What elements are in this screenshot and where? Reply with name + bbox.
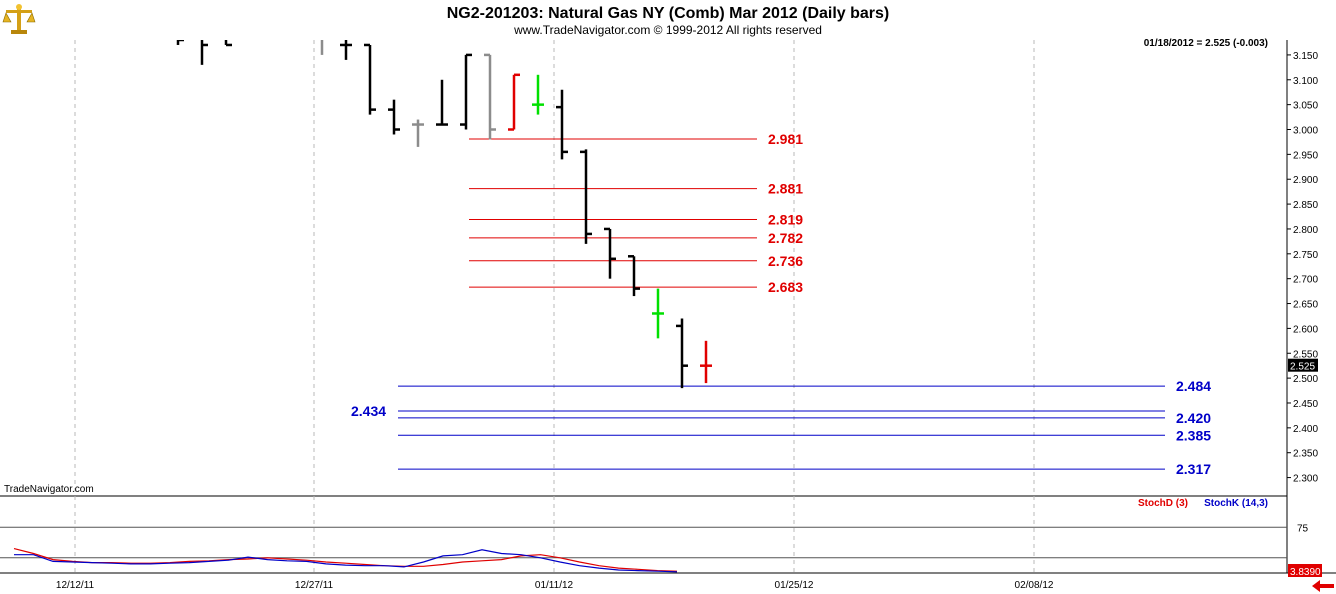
y-tick-label: 2.900 (1293, 175, 1318, 186)
copyright-text: www.TradeNavigator.com © 1999-2012 All r… (513, 23, 822, 37)
stoch-d-line (13, 548, 678, 572)
resistance-label: 2.683 (768, 279, 803, 295)
scroll-left-arrow-icon (1312, 580, 1334, 592)
y-tick-label: 3.150 (1293, 51, 1318, 62)
y-tick-label: 3.050 (1293, 101, 1318, 112)
y-tick-label: 2.700 (1293, 275, 1318, 286)
resistance-label: 2.819 (768, 212, 803, 228)
support-label: 2.385 (1176, 427, 1211, 443)
ohlc-bars (176, 40, 712, 389)
y-tick-label: 2.350 (1293, 449, 1318, 460)
stoch-level-label: 75 (1297, 523, 1309, 534)
y-tick-label: 2.600 (1293, 324, 1318, 335)
resistance-label: 2.736 (768, 253, 803, 269)
stoch-d-legend: StochD (3) (1138, 498, 1188, 509)
x-tick-label: 02/08/12 (1015, 580, 1054, 591)
stoch-k-legend: StochK (14,3) (1204, 498, 1268, 509)
y-tick-label: 3.000 (1293, 126, 1318, 137)
price-readout: 01/18/2012 = 2.525 (-0.003) (1144, 38, 1268, 49)
support-label: 2.317 (1176, 461, 1211, 477)
y-tick-label: 2.300 (1293, 474, 1318, 485)
y-tick-label: 3.100 (1293, 76, 1318, 87)
y-tick-label: 2.850 (1293, 200, 1318, 211)
stoch-readout-box (1288, 564, 1322, 577)
resistance-label: 2.881 (768, 181, 803, 197)
x-tick-label: 12/27/11 (295, 580, 334, 591)
chart-title: NG2-201203: Natural Gas NY (Comb) Mar 20… (447, 5, 890, 22)
y-tick-label: 2.950 (1293, 150, 1318, 161)
x-tick-label: 01/25/12 (775, 580, 814, 591)
x-tick-label: 01/11/12 (535, 580, 574, 591)
watermark-text: TradeNavigator.com (4, 484, 94, 495)
y-tick-label: 2.550 (1293, 349, 1318, 360)
y-tick-label: 2.800 (1293, 225, 1318, 236)
support-label: 2.434 (351, 403, 386, 419)
y-tick-label: 2.450 (1293, 399, 1318, 410)
resistance-label: 2.782 (768, 230, 803, 246)
scale-logo-icon (2, 4, 36, 34)
last-price-label: 2.525 (1290, 362, 1315, 373)
stoch-k-line (14, 549, 678, 573)
resistance-label: 2.981 (768, 131, 803, 147)
y-tick-label: 2.500 (1293, 374, 1318, 385)
support-label: 2.484 (1176, 378, 1211, 394)
stoch-readout-label: 3.8390 (1290, 567, 1321, 578)
y-tick-label: 2.750 (1293, 250, 1318, 261)
y-tick-label: 2.650 (1293, 300, 1318, 311)
support-label: 2.420 (1176, 410, 1211, 426)
y-tick-label: 2.400 (1293, 424, 1318, 435)
last-price-box (1288, 358, 1318, 372)
x-tick-label: 12/12/11 (56, 580, 95, 591)
